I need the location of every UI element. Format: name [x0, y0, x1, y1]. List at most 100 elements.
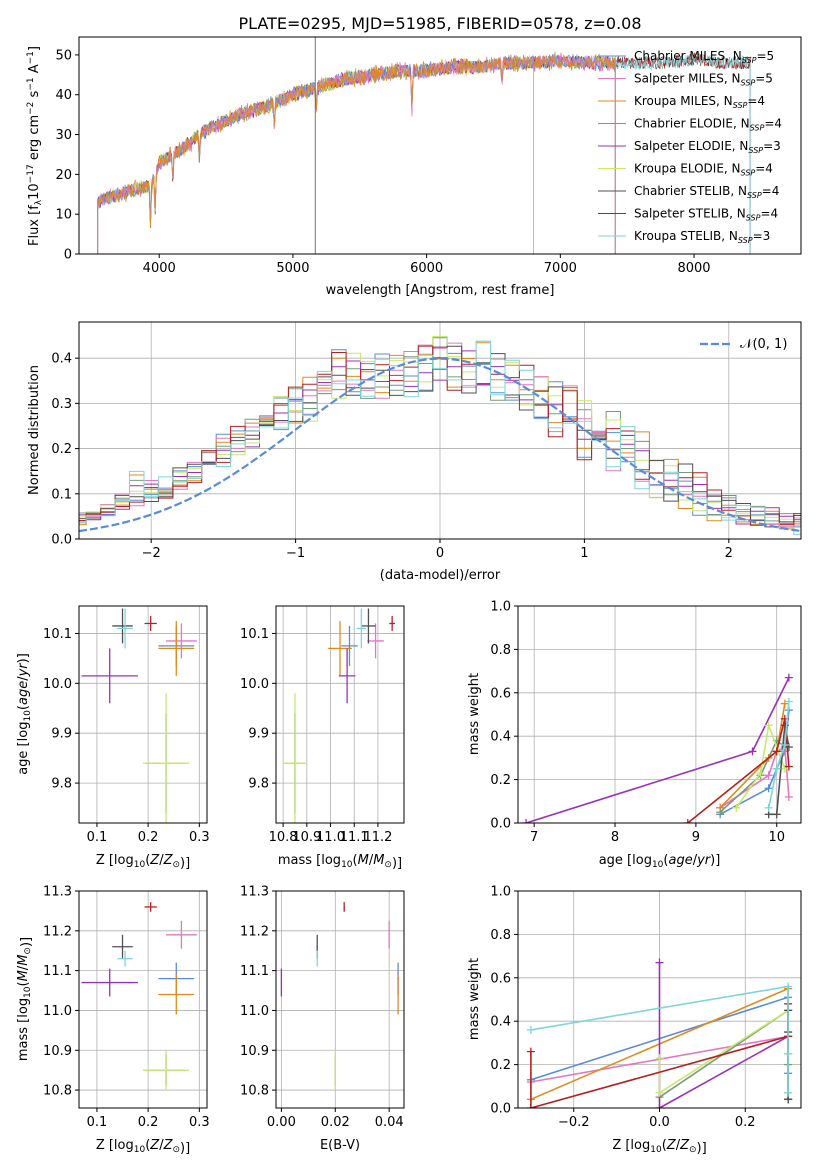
x-tick-label: 0.3	[189, 830, 210, 845]
mass-weight-vs-metallicity-panel: −0.2 0.0 0.2 0.0 0.2 0.4 0.6 0.8 1.0 Z [log10(Z/Z…	[467, 885, 802, 1156]
y-tick-label: 0.8	[490, 643, 511, 658]
x-tick-label: 0.3	[189, 1115, 210, 1130]
histogram-step	[79, 345, 801, 526]
axes-frame	[275, 890, 405, 1109]
weight-line	[525, 677, 790, 823]
y-axis-label: mass weight	[467, 958, 482, 1040]
mass-weight-vs-age-panel: 7 8 9 10 0.0 0.2 0.4 0.6 0.8 1.0 age [log10(age/yr…	[467, 600, 802, 870]
y-axis-label: age [log10(age/yr)]	[16, 653, 33, 775]
x-tick-label: 0.2	[138, 830, 159, 845]
weight-line	[658, 962, 789, 1108]
x-tick-label: 7000	[544, 261, 577, 276]
plot-area	[526, 958, 793, 1108]
plot-area	[280, 902, 399, 1091]
y-tick-label: 0.2	[490, 1058, 511, 1073]
x-axis-label: Z [log10(Z/Z⊙)]	[96, 1138, 190, 1156]
weight-line	[735, 722, 786, 809]
axis-layer: 0.1 0.2 0.3 9.8 9.9 10.0 10.1 Z [log10(Z/Z⊙)] ag…	[16, 605, 210, 871]
axes-frame	[78, 36, 802, 255]
x-tick-label: 10.9	[292, 830, 321, 845]
x-tick-label: 0.1	[87, 1115, 108, 1130]
histogram-step	[79, 345, 801, 528]
x-axis-label: mass [log10(M/M⊙)]	[278, 853, 402, 871]
y-tick-label: 10.9	[240, 1044, 269, 1059]
x-axis-label: wavelength [Angstrom, rest frame]	[326, 283, 555, 298]
y-tick-label: 10.9	[43, 1044, 72, 1059]
plot-area	[522, 673, 793, 823]
y-tick-label: 0.0	[51, 533, 72, 548]
y-tick-label: 0.0	[490, 817, 511, 832]
y-axis-label: Normed distribution	[27, 365, 42, 495]
y-tick-label: 0.2	[490, 773, 511, 788]
y-axis-label: mass [log10(M/M⊙)]	[16, 937, 34, 1061]
weight-line	[530, 985, 789, 1093]
y-tick-label: 9.8	[51, 777, 72, 792]
x-tick-label: 0.2	[138, 1115, 159, 1130]
y-tick-label: 0.1	[51, 487, 72, 502]
x-tick-label: 0.02	[321, 1115, 350, 1130]
histogram-step	[79, 356, 801, 522]
histogram-step	[79, 337, 801, 528]
legend-entry: Salpeter STELIB, NSSP=4	[634, 207, 778, 223]
y-tick-label: 10	[55, 208, 72, 223]
y-axis-label: Flux [fλ10−17 erg cm−2 s−1 A−1]	[26, 46, 44, 246]
y-tick-label: 0.4	[490, 730, 511, 745]
x-axis-label: (data-model)/error	[380, 568, 501, 583]
histogram-step	[79, 342, 801, 530]
y-tick-label: 0.4	[490, 1015, 511, 1030]
x-tick-label: −2	[142, 546, 161, 561]
y-tick-label: 20	[55, 168, 72, 183]
mass-vs-metallicity-panel: 0.1 0.2 0.3 10.8 10.9 11.0 11.1 11.2 11.3 Z [log1…	[16, 885, 210, 1157]
y-tick-label: 11.3	[43, 885, 72, 900]
y-tick-label: 9.8	[248, 777, 269, 792]
mass-vs-extinction-panel: 0.00 0.02 0.04 10.8 10.9 11.0 11.1 11.2 11.3 E(B-…	[240, 885, 405, 1153]
y-tick-label: 11.0	[240, 1004, 269, 1019]
histogram-step	[79, 342, 801, 527]
figure-title: PLATE=0295, MJD=51985, FIBERID=0578, z=0…	[238, 14, 641, 33]
legend-entry: Kroupa STELIB, NSSP=3	[634, 229, 770, 245]
y-tick-label: 0	[64, 248, 72, 263]
x-tick-label: 0.1	[87, 830, 108, 845]
x-axis-label: E(B-V)	[320, 1138, 360, 1153]
residual-histogram-panel: −2 −1 0 1 2 0.0 0.1 0.2 0.3 0.4 𝒩(0, 1) (data-model…	[27, 321, 802, 583]
legend-entry: Kroupa ELODIE, NSSP=4	[634, 162, 773, 178]
y-tick-label: 10.8	[43, 1084, 72, 1099]
y-tick-label: 9.9	[51, 727, 72, 742]
plot-area	[81, 902, 197, 1091]
axis-layer: 7 8 9 10 0.0 0.2 0.4 0.6 0.8 1.0 age [log10(age/yr…	[467, 600, 802, 870]
x-tick-label: 11.0	[316, 830, 345, 845]
y-tick-label: 0.6	[490, 971, 511, 986]
x-tick-label: −1	[286, 546, 305, 561]
x-tick-label: 6000	[410, 261, 443, 276]
x-tick-label: 5000	[276, 261, 309, 276]
plot-area	[97, 37, 751, 254]
x-tick-label: 8	[611, 830, 619, 845]
legend-entry: Chabrier ELODIE, NSSP=4	[634, 117, 782, 133]
legend-entry: Kroupa MILES, NSSP=4	[634, 94, 765, 110]
legend-entry: 𝒩(0, 1)	[740, 337, 787, 352]
weight-line	[767, 701, 790, 808]
x-tick-label: 0.2	[735, 1115, 756, 1130]
y-tick-label: 9.9	[248, 727, 269, 742]
y-tick-label: 1.0	[490, 600, 511, 615]
x-tick-label: 8000	[677, 261, 710, 276]
x-tick-label: 4000	[143, 261, 176, 276]
axes-frame	[517, 605, 802, 824]
x-axis-label: Z [log10(Z/Z⊙)]	[612, 1138, 706, 1156]
axes-frame	[78, 890, 208, 1109]
x-tick-label: 1	[580, 546, 588, 561]
y-tick-label: 10.1	[43, 627, 72, 642]
y-tick-label: 0.6	[490, 686, 511, 701]
x-tick-label: 2	[725, 546, 733, 561]
y-tick-label: 11.3	[240, 885, 269, 900]
x-tick-label: −0.2	[558, 1115, 590, 1130]
weight-line	[687, 718, 790, 823]
x-tick-label: 10.8	[269, 830, 298, 845]
y-tick-label: 10.0	[240, 677, 269, 692]
plot-area	[79, 336, 801, 535]
spectrum-line	[97, 51, 616, 254]
x-tick-label: 0.00	[267, 1115, 296, 1130]
axis-layer: 0.1 0.2 0.3 10.8 10.9 11.0 11.1 11.2 11.3 Z [log1…	[16, 885, 210, 1157]
x-tick-label: 0	[436, 546, 444, 561]
